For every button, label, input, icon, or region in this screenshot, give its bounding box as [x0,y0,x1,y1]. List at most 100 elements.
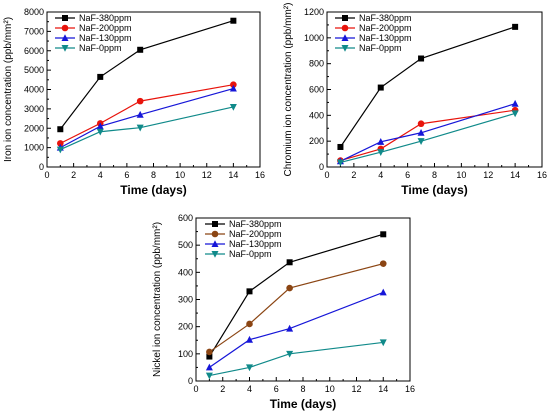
iron-data-point [96,128,104,136]
chromium-legend-label: NaF-0ppm [359,43,402,53]
chromium-y-tick-label: 200 [309,136,324,146]
nickel-series-line-2 [209,291,384,368]
chromium-x-tick-label: 8 [432,170,437,180]
chromium-legend-marker [341,45,349,52]
iron-y-tick-label: 0 [39,162,44,172]
nickel-y-tick-label: 100 [178,349,193,359]
iron-y-tick-label: 1000 [24,143,44,153]
nickel-legend-marker [212,221,218,227]
chromium-legend-label: NaF-380ppm [359,13,412,23]
iron-chart: 0 2 4 6 8 10 12 14 16 0 1000 2000 3000 4000 5000 6000 70… [3,7,265,197]
chromium-data-point [418,55,425,62]
chromium-data-point [512,23,519,30]
iron-data-point [96,122,104,130]
iron-y-axis-title: Iron ion concentration (ppb/mm²) [3,17,14,162]
nickel-legend-label: NaF-130ppm [229,239,282,249]
iron-y-tick-label: 7000 [24,26,44,36]
nickel-series-line-3 [209,341,384,377]
nickel-legend-label: NaF-380ppm [229,219,282,229]
iron-x-tick-label: 10 [175,170,185,180]
nickel-chart: 0 2 4 6 8 10 12 14 16 0 100 200 300 400 500 600 Time (da… [152,213,415,411]
iron-x-tick-label: 8 [151,170,156,180]
chromium-x-tick-label: 10 [456,170,466,180]
nickel-x-tick-label: 8 [300,384,305,394]
chromium-x-tick-label: 12 [483,170,493,180]
nickel-series-line-1 [209,263,384,353]
iron-series-line-3 [60,106,234,151]
nickel-y-tick-label: 300 [178,295,193,305]
nickel-data-point [246,364,253,372]
chromium-x-axis-title: Time (days) [401,183,467,197]
iron-data-point [97,73,104,80]
iron-y-tick-label: 2000 [24,123,44,133]
iron-series-line-0 [59,20,234,130]
chromium-y-tick-label: 1200 [304,7,324,17]
iron-x-tick-label: 14 [228,170,238,180]
iron-x-tick-label: 12 [202,170,212,180]
iron-y-tick-label: 8000 [24,7,44,17]
iron-y-tick-label: 4000 [24,85,44,95]
iron-x-tick-label: 4 [98,170,103,180]
chromium-x-tick-label: 6 [405,170,410,180]
nickel-data-point [379,288,387,296]
chromium-series-line-0 [339,26,516,148]
iron-legend-label: NaF-380ppm [79,13,132,23]
iron-data-point [229,103,237,111]
chromium-series-line-3 [340,112,516,164]
chromium-data-point [336,159,344,167]
iron-data-point [230,17,237,24]
nickel-x-axis-title: Time (days) [270,397,336,411]
chromium-y-tick-label: 0 [319,162,324,172]
iron-y-tick-label: 5000 [24,65,44,75]
iron-y-tick-label: 3000 [24,104,44,114]
chromium-x-tick-label: 0 [324,170,329,180]
chromium-chart: 0 2 4 6 8 10 12 14 16 0 200 400 600 800 1000 1200 Time (… [283,3,547,197]
nickel-y-tick-label: 500 [178,240,193,250]
iron-legend-marker [61,34,69,41]
nickel-legend-marker [211,230,219,238]
chromium-legend-marker [341,24,349,32]
iron-series-line-2 [60,87,234,149]
chromium-legend-marker [341,34,349,41]
nickel-x-tick-label: 6 [274,384,279,394]
nickel-data-point [379,339,387,347]
iron-x-tick-label: 6 [124,170,129,180]
nickel-x-tick-label: 12 [351,384,361,394]
chromium-y-tick-label: 1000 [304,33,324,43]
chromium-series-line-2 [340,103,516,162]
iron-data-point [136,110,144,118]
iron-legend-label: NaF-200ppm [79,23,132,33]
nickel-data-point [286,259,293,266]
iron-x-axis-title: Time (days) [120,183,186,197]
nickel-x-tick-label: 10 [325,384,335,394]
iron-data-point [137,46,144,53]
chromium-data-point [417,120,425,128]
iron-data-point [229,84,237,92]
iron-legend-marker [61,45,69,52]
nickel-x-tick-label: 2 [220,384,225,394]
nickel-data-point [380,231,387,238]
iron-legend-marker [62,15,68,21]
chromium-series-line-1 [340,109,516,162]
iron-legend-label: NaF-130ppm [79,33,132,43]
chromium-data-point [417,128,425,136]
nickel-y-tick-label: 400 [178,267,193,277]
chromium-data-point [337,143,344,150]
nickel-data-point [206,348,213,356]
iron-x-tick-label: 0 [44,170,49,180]
nickel-data-point [246,288,253,295]
nickel-data-point [246,320,253,328]
chromium-data-point [377,138,385,145]
nickel-y-tick-label: 600 [178,213,193,223]
chromium-x-tick-label: 16 [537,170,547,180]
chromium-x-tick-label: 14 [510,170,520,180]
chromium-data-point [377,84,384,91]
nickel-data-point [286,324,294,332]
nickel-y-axis-title: Nickel ion concentration (ppb/mm²) [152,222,163,377]
nickel-data-point [379,260,387,267]
nickel-x-tick-label: 4 [247,384,252,394]
chromium-data-point [511,99,519,107]
